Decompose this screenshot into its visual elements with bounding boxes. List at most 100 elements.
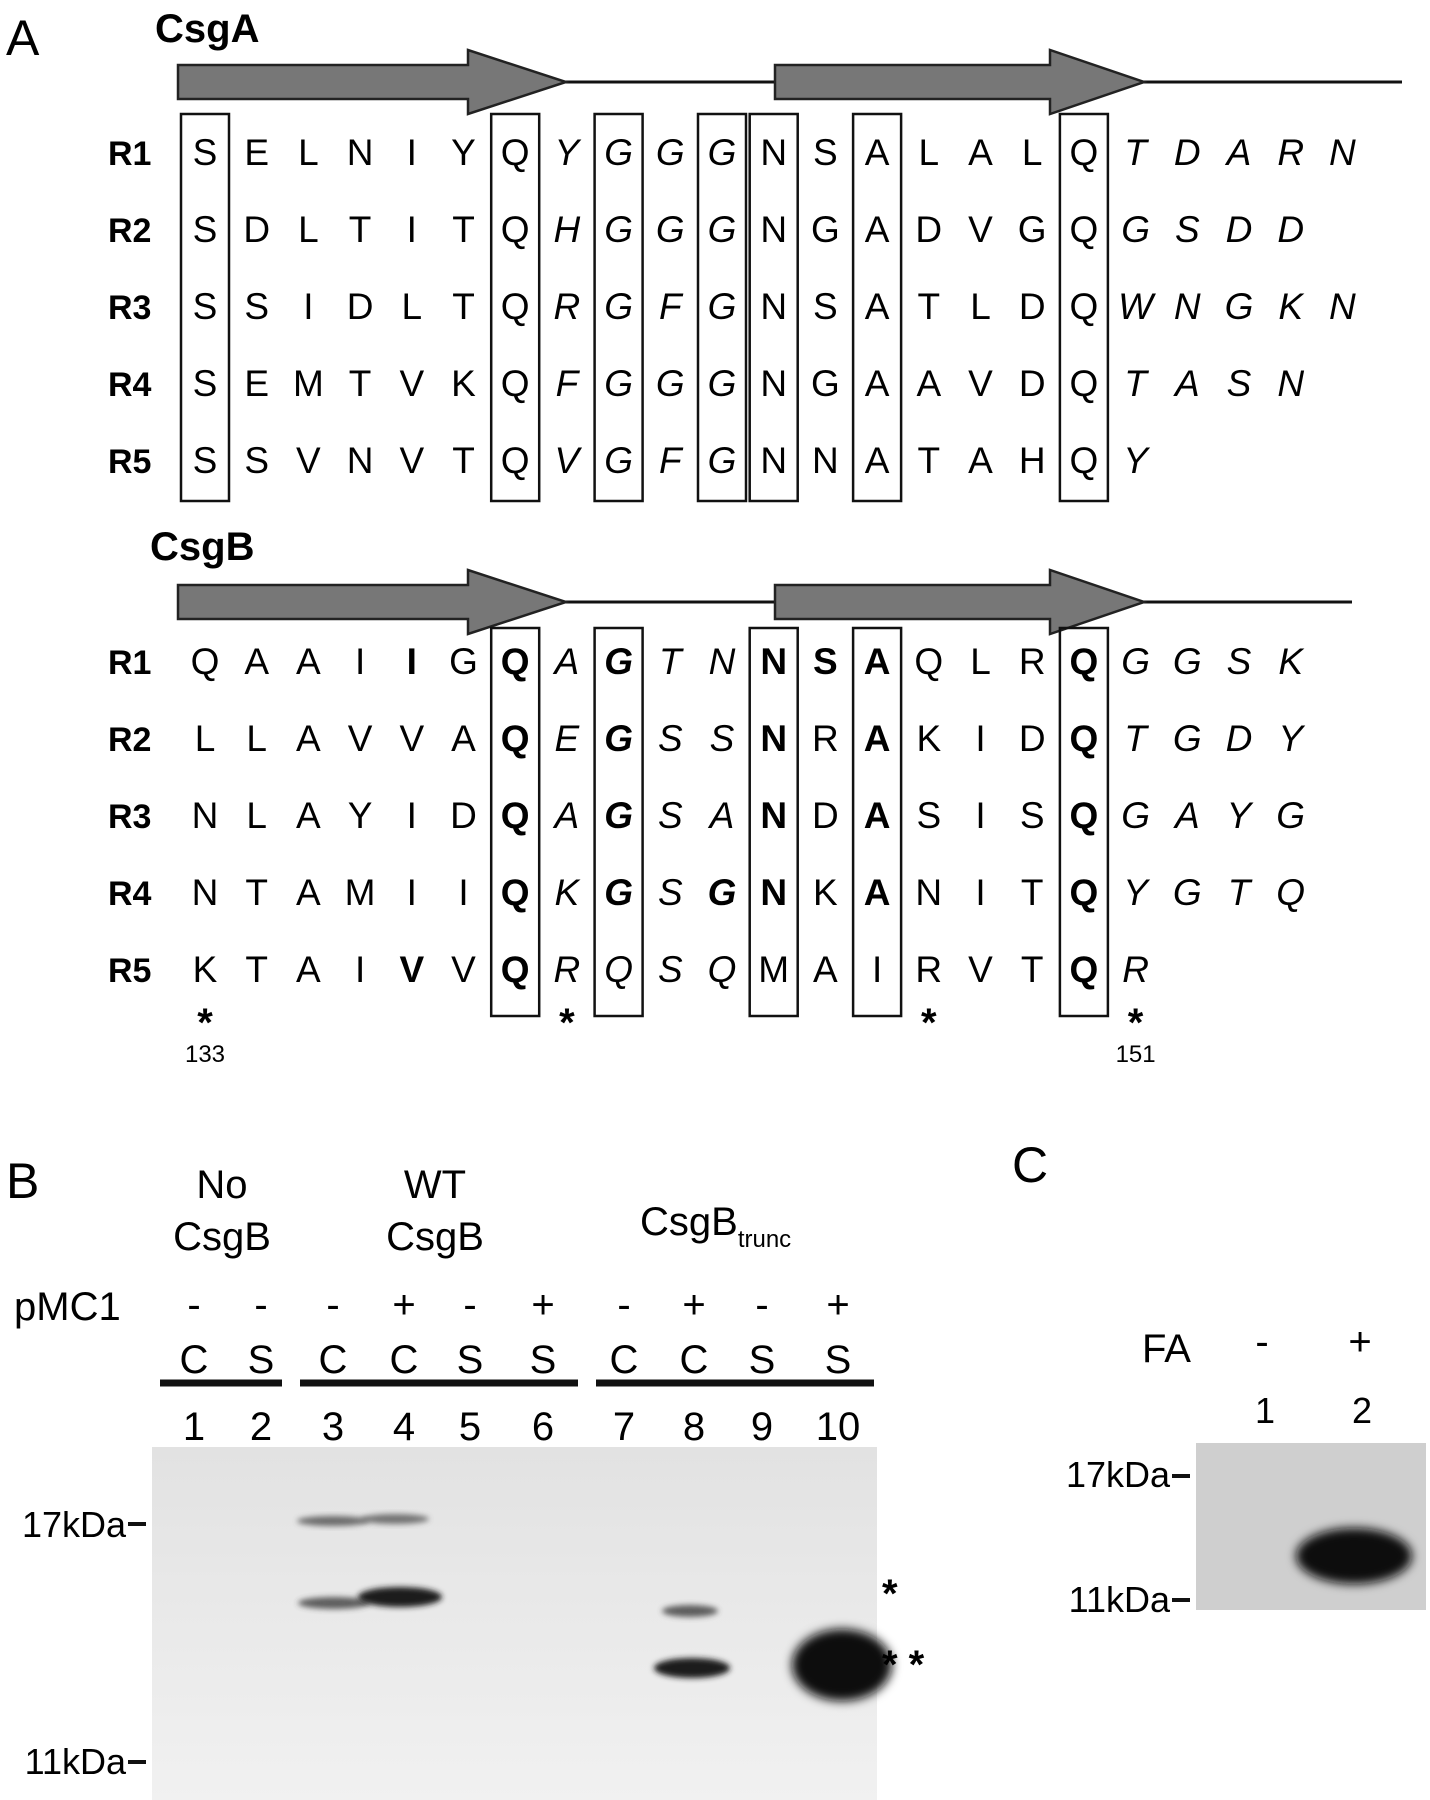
csgb-residue: Q xyxy=(501,949,530,990)
csga-residue: G xyxy=(708,286,737,327)
lane-numbers: 1 2 3 4 5 6 7 8 9 10 xyxy=(183,1405,860,1449)
csga-residue: N xyxy=(760,132,787,173)
csga-residue: G xyxy=(604,209,633,250)
csga-residue: N xyxy=(812,440,839,481)
csgb-residue: D xyxy=(1226,718,1253,759)
csga-residue: V xyxy=(968,209,993,250)
pmc1-sign-lane-7: - xyxy=(617,1283,630,1327)
csgb-residue: A xyxy=(553,795,580,836)
csgb-residue: D xyxy=(1019,718,1046,759)
csga-residue: Q xyxy=(501,209,530,250)
csga-residue: G xyxy=(811,363,840,404)
csga-conserved-box xyxy=(696,112,748,503)
csgb-residue: V xyxy=(399,949,424,990)
csga-residue: T xyxy=(917,440,940,481)
csga-residue: W xyxy=(1118,286,1156,327)
csga-residue: A xyxy=(968,440,993,481)
csga-residue: Q xyxy=(1070,440,1099,481)
lane-number-8: 8 xyxy=(683,1405,705,1449)
csga-residue: S xyxy=(193,286,218,327)
csga-residue: V xyxy=(399,440,424,481)
csgb-residue: V xyxy=(451,949,476,990)
csgb-position-label: 133 xyxy=(185,1041,225,1068)
band-lane4-lower xyxy=(358,1587,442,1607)
csga-residue: F xyxy=(659,440,684,481)
csga-residue: N xyxy=(760,440,787,481)
csgb-residue: R xyxy=(1122,949,1149,990)
csgb-residue: R xyxy=(915,949,942,990)
csga-residue: N xyxy=(760,286,787,327)
csgb-residue: T xyxy=(1021,872,1044,913)
csga-residue: F xyxy=(659,286,684,327)
csga-row-label-4: R4 xyxy=(108,366,152,404)
csga-residue: T xyxy=(1124,132,1149,173)
csga-residue: T xyxy=(452,209,475,250)
csgb-residue: A xyxy=(244,641,269,682)
panel-a: A CsgA R1 S E L N I Y Q Y G G G N S A L A L Q T D A R NR2 S D L T I T… xyxy=(6,7,1402,1068)
pmc1-sign-lane-5: - xyxy=(463,1283,476,1327)
csgb-residue: Q xyxy=(1070,795,1099,836)
csgb-residue: Q xyxy=(191,641,220,682)
fraction-lane-4: C xyxy=(390,1338,419,1382)
csgb-residue: T xyxy=(1021,949,1044,990)
csgb-residue: N xyxy=(915,872,942,913)
csgb-row-label-1: R1 xyxy=(108,644,151,682)
csgb-residue: D xyxy=(450,795,477,836)
group-label-wt-csgb-line1: WT xyxy=(404,1163,466,1207)
csga-residue: R xyxy=(1277,132,1304,173)
csga-residue: M xyxy=(293,363,324,404)
group-label-no-csgb-line2: CsgB xyxy=(173,1215,271,1259)
csga-residue: F xyxy=(556,363,581,404)
csga-residue: Q xyxy=(1070,209,1099,250)
csga-conserved-boxes xyxy=(179,112,1110,503)
csga-conserved-box xyxy=(748,112,799,503)
csga-residue: E xyxy=(244,132,269,173)
csgb-residue: Q xyxy=(501,795,530,836)
csgb-residue: I xyxy=(407,641,417,682)
csgb-residue: A xyxy=(813,949,838,990)
csga-residue: S xyxy=(193,209,218,250)
csga-residue: Q xyxy=(501,440,530,481)
csgb-residue: R xyxy=(554,949,581,990)
csga-residue: G xyxy=(604,286,633,327)
csgb-position-asterisk: * xyxy=(197,1001,213,1045)
csgb-residue: Y xyxy=(1123,872,1150,913)
csga-residue: G xyxy=(604,363,633,404)
csga-residue: T xyxy=(452,440,475,481)
csga-residue: L xyxy=(1022,132,1043,173)
csgb-beta-strand-1-arrow xyxy=(176,568,571,636)
csgb-residue: A xyxy=(1173,795,1200,836)
csgb-position-asterisk: * xyxy=(921,1001,937,1045)
csgb-residue: V xyxy=(399,718,424,759)
csga-title: CsgA xyxy=(155,7,259,51)
csgb-residue: N xyxy=(192,872,219,913)
csgb-alignment: R1 Q A A I I G Q A G T N N S A Q L R Q G G S KR2 L L A V V A Q E G S S N R A… xyxy=(108,641,1305,990)
csgb-residue: I xyxy=(355,641,365,682)
csga-residue: I xyxy=(407,132,417,173)
fraction-lane-8: C xyxy=(680,1338,709,1382)
csga-residue: K xyxy=(1278,286,1305,327)
csga-residue: Q xyxy=(501,132,530,173)
csgb-beta-strand-2-arrow xyxy=(773,568,1148,636)
csgb-conserved-box xyxy=(489,626,541,1018)
lane-number-6: 6 xyxy=(532,1405,554,1449)
csgb-residue: A xyxy=(296,641,321,682)
pmc1-signs: - - - + - + - + - + xyxy=(187,1283,849,1327)
csga-residue: A xyxy=(1173,363,1200,404)
csga-residue: G xyxy=(708,132,737,173)
csga-residue: N xyxy=(1329,132,1356,173)
fraction-lane-10: S xyxy=(825,1338,852,1382)
csgb-residue: A xyxy=(864,718,891,759)
c-lane-2: 2 xyxy=(1352,1390,1372,1431)
csgb-residue: R xyxy=(812,718,839,759)
csga-residue: D xyxy=(1174,132,1201,173)
csga-row-label-1: R1 xyxy=(108,135,151,173)
csga-residue: A xyxy=(865,209,890,250)
csgb-residue: G xyxy=(1173,872,1202,913)
csga-conserved-box xyxy=(593,112,644,503)
fraction-lane-1: C xyxy=(180,1338,209,1382)
csga-residue: A xyxy=(865,363,890,404)
pmc1-sign-lane-10: + xyxy=(826,1283,849,1327)
csga-residue: G xyxy=(604,440,633,481)
